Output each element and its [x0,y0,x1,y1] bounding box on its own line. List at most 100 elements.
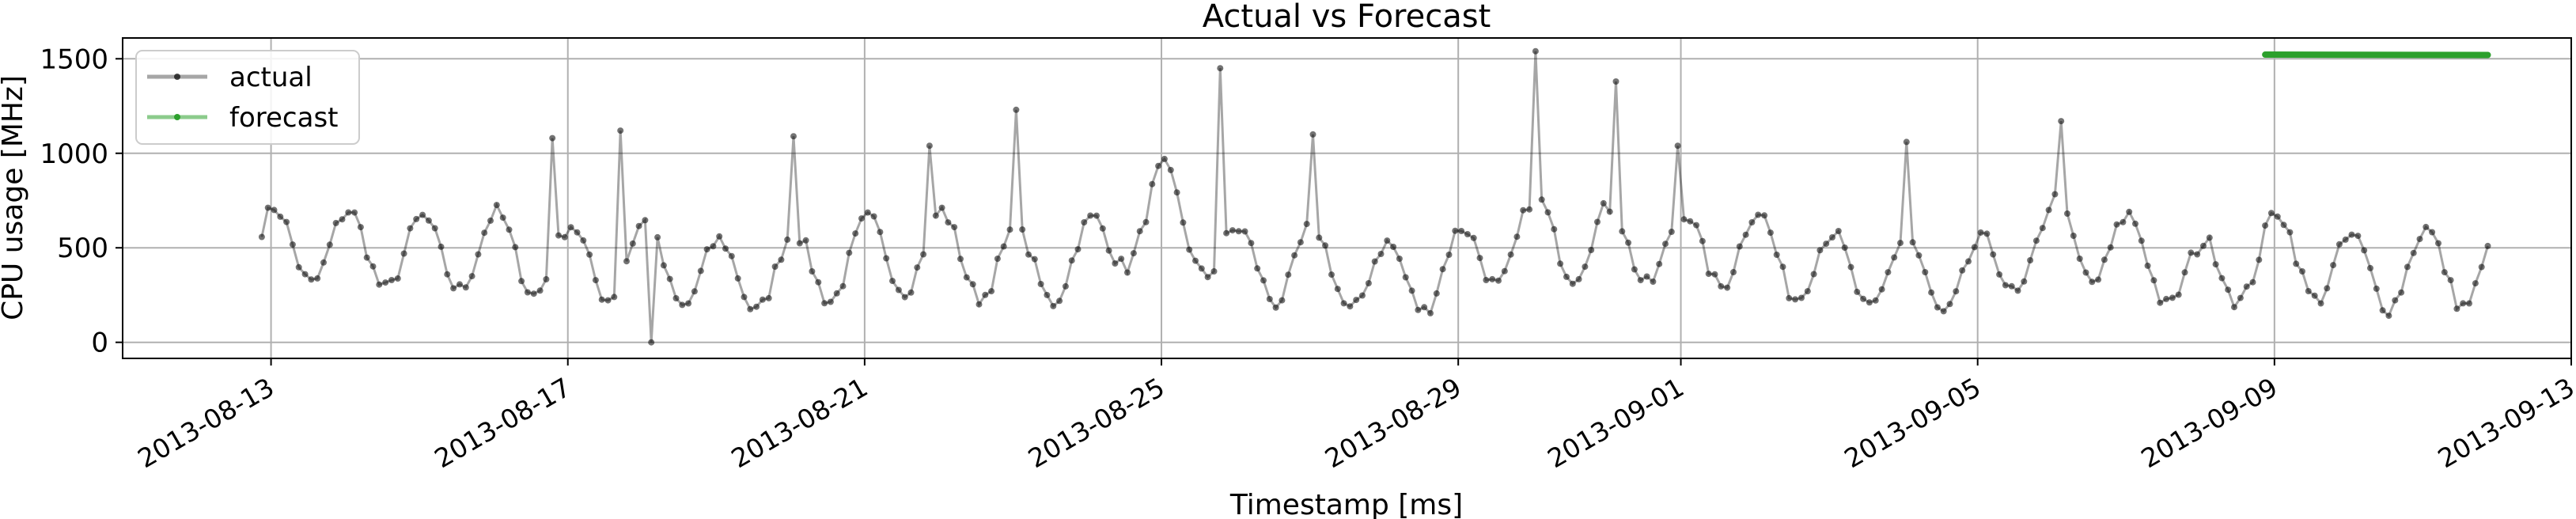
actual-point [2095,276,2102,283]
actual-point [1167,166,1174,173]
actual-point [1965,258,1972,265]
actual-point [1953,288,1960,295]
actual-point [419,211,426,218]
actual-point [1761,212,1768,219]
actual-point [2305,288,2312,294]
actual-point [1532,47,1539,55]
actual-point [722,245,729,252]
actual-point [1260,277,1267,284]
actual-point [907,289,915,296]
actual-point [969,281,976,288]
actual-point [716,233,723,240]
plot-frame [122,37,2572,359]
actual-point [963,274,970,281]
actual-point [1019,226,1026,233]
actual-point [1971,244,1978,251]
actual-point [2157,299,2164,306]
actual-point [2262,222,2269,229]
actual-point [1847,263,1854,271]
actual-point [1105,247,1112,254]
actual-point [1854,288,1861,295]
actual-point [1099,225,1106,232]
actual-point [945,219,952,226]
actual-point [957,256,964,263]
actual-point [648,339,655,346]
actual-point [1149,180,1156,188]
actual-point [2447,277,2454,284]
actual-point [870,213,877,220]
actual-point [1489,275,1496,282]
actual-point [1427,309,1434,316]
actual-point [2082,269,2089,276]
actual-point [1322,242,1329,249]
actual-point [2472,280,2479,287]
actual-point [1334,286,1341,293]
actual-point [598,296,605,303]
y-tick-label: 500 [57,233,108,264]
actual-point [1872,297,1879,304]
actual-point [1946,301,1953,308]
actual-point [1996,271,2003,278]
actual-point [889,278,896,285]
actual-point [1507,251,1514,258]
actual-point [1118,256,1125,263]
actual-point [926,142,933,150]
actual-point [1476,255,1483,262]
actual-point [2058,118,2065,125]
actual-point [951,224,958,231]
actual-point [2324,285,2331,292]
actual-point [1161,155,1168,162]
actual-point [1365,280,1372,286]
actual-point [400,250,407,257]
actual-point [1445,252,1453,258]
actual-point [809,268,816,275]
actual-point [1544,209,1551,216]
actual-point [852,230,859,237]
actual-point [1415,306,1422,313]
actual-point [592,277,599,284]
actual-point [264,204,271,211]
actual-point [382,279,389,286]
actual-point [506,226,513,233]
actual-point [2342,236,2349,243]
actual-point [2064,210,2070,217]
actual-point [1031,256,1038,263]
actual-point [1124,269,1131,276]
actual-point [2051,191,2059,198]
actual-point [1656,260,1663,267]
actual-point [988,288,995,295]
actual-point [2392,297,2399,304]
actual-point [1291,252,1298,259]
actual-point [654,233,661,241]
actual-point [351,209,358,216]
actual-point [493,202,500,209]
actual-point [586,251,593,258]
actual-point [1582,263,1589,271]
actual-point [308,276,315,283]
actual-point [1025,251,1032,258]
actual-point [1786,294,1793,301]
actual-point [1575,275,1582,282]
actual-point [2002,282,2009,289]
actual-point [2107,244,2114,251]
actual-point [691,288,698,295]
actual-point [1940,308,1947,315]
actual-point [580,237,587,244]
actual-point [438,243,445,250]
actual-point [561,233,568,241]
actual-point [2311,292,2318,299]
actual-point [2188,249,2195,256]
actual-point [1693,222,1700,229]
actual-point [1050,302,1057,309]
actual-point [1210,268,1218,275]
actual-point [456,281,463,288]
actual-point [2237,294,2244,301]
actual-point [1254,265,1261,272]
actual-point [2089,278,2096,286]
actual-point [864,209,871,216]
actual-point [332,219,339,226]
actual-point [1309,131,1316,138]
actual-point [2113,221,2120,228]
actual-point [1359,292,1366,299]
actual-point [413,215,420,222]
